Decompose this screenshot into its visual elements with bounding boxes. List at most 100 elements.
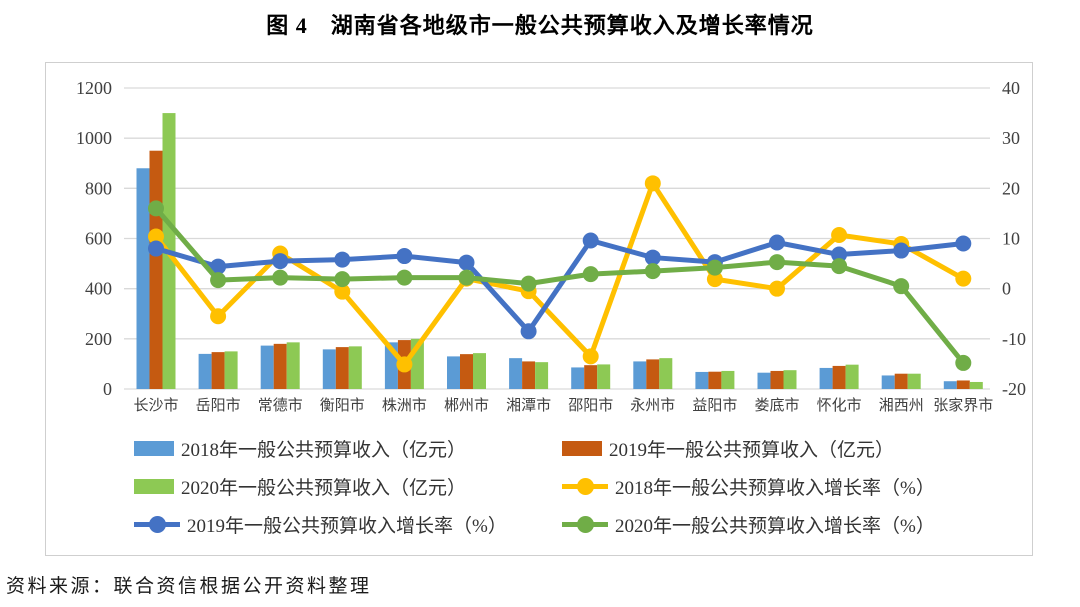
legend-item-gr2019: 2019年一般公共预算收入增长率（%） — [134, 511, 562, 537]
bar-rev2018-12 — [881, 375, 895, 389]
bar-rev2018-6 — [509, 358, 523, 389]
left-axis-tick: 200 — [85, 329, 112, 349]
bar-rev2018-0 — [136, 168, 150, 389]
marker-gr2020-8 — [644, 263, 661, 280]
bar-rev2018-5 — [447, 356, 460, 389]
marker-gr2018-8 — [644, 175, 661, 192]
bar-rev2018-2 — [260, 345, 274, 389]
left-axis-tick: 400 — [85, 279, 112, 299]
bar-rev2020-11 — [845, 364, 859, 389]
right-axis-tick: -20 — [1002, 379, 1026, 399]
marker-gr2020-13 — [955, 354, 972, 371]
left-axis-tick: 1000 — [76, 128, 112, 148]
marker-gr2019-0 — [148, 240, 164, 257]
bar-rev2019-10 — [770, 370, 784, 389]
marker-gr2020-9 — [706, 259, 723, 276]
bar-rev2020-10 — [783, 370, 797, 389]
marker-gr2020-11 — [831, 258, 848, 275]
right-axis-tick: 20 — [1002, 178, 1020, 198]
right-axis-tick: 10 — [1002, 229, 1020, 249]
category-label: 张家界市 — [933, 397, 993, 414]
legend-label: 2020年一般公共预算收入增长率（%） — [615, 515, 935, 537]
marker-gr2018-10 — [769, 280, 785, 297]
bar-rev2019-5 — [460, 354, 473, 389]
legend-line-swatch-icon — [562, 515, 608, 533]
legend-item-gr2018: 2018年一般公共预算收入增长率（%） — [562, 473, 1014, 499]
category-label: 常德市 — [258, 396, 303, 414]
marker-gr2020-3 — [334, 271, 351, 288]
legend-line-swatch-icon — [562, 477, 608, 495]
bar-rev2019-3 — [335, 347, 349, 389]
combo-chart: 0 200 400 600 800 1000 1200 -20 -10 0 10 20 30 40 长沙市 岳… — [76, 78, 1026, 414]
left-axis-tick: 800 — [85, 178, 112, 198]
bar-rev2018-10 — [757, 372, 771, 389]
bar-rev2019-1 — [211, 352, 225, 389]
bar-rev2019-11 — [832, 365, 846, 389]
legend-item-rev2020: 2020年一般公共预算收入（亿元） — [134, 473, 562, 499]
bar-rev2019-8 — [646, 359, 660, 389]
legend-label: 2018年一般公共预算收入（亿元） — [181, 439, 467, 461]
left-axis-tick: 600 — [85, 229, 112, 249]
category-label: 娄底市 — [754, 397, 799, 414]
marker-gr2018-11 — [831, 226, 848, 243]
legend-item-gr2020: 2020年一般公共预算收入增长率（%） — [562, 511, 1014, 537]
bar-rev2020-7 — [597, 364, 611, 389]
right-axis-tick: -10 — [1002, 329, 1026, 349]
marker-gr2019-6 — [520, 323, 537, 340]
marker-gr2018-1 — [210, 308, 227, 325]
category-label: 长沙市 — [133, 397, 178, 414]
bar-rev2020-13 — [969, 381, 983, 389]
marker-gr2018-3 — [334, 283, 351, 300]
bar-rev2019-13 — [956, 380, 970, 389]
legend-item-rev2018: 2018年一般公共预算收入（亿元） — [134, 435, 562, 461]
bar-rev2019-12 — [894, 373, 908, 389]
marker-gr2020-0 — [148, 200, 164, 217]
legend-label: 2019年一般公共预算收入增长率（%） — [187, 515, 507, 537]
marker-gr2019-11 — [831, 246, 848, 263]
page-title: 图 4 湖南省各地级市一般公共预算收入及增长率情况 — [266, 13, 814, 38]
category-label: 株洲市 — [382, 397, 427, 414]
marker-gr2019-2 — [272, 253, 289, 270]
category-label: 湘潭市 — [506, 397, 551, 414]
marker-gr2019-12 — [893, 242, 910, 259]
left-axis-tick: 1200 — [76, 78, 112, 98]
bar-rev2019-9 — [708, 371, 722, 389]
legend-item-rev2019: 2019年一般公共预算收入（亿元） — [562, 435, 1014, 461]
marker-gr2019-13 — [955, 235, 972, 252]
legend-label: 2018年一般公共预算收入增长率（%） — [615, 477, 935, 499]
legend-bar-swatch-icon — [562, 440, 602, 456]
marker-gr2019-8 — [644, 249, 661, 266]
legend-label: 2020年一般公共预算收入（亿元） — [181, 477, 467, 499]
marker-gr2019-3 — [334, 251, 351, 268]
marker-gr2019-10 — [769, 234, 785, 251]
bar-rev2019-6 — [522, 361, 536, 389]
bar-rev2020-3 — [348, 346, 362, 389]
marker-gr2018-4 — [396, 356, 413, 373]
category-label: 岳阳市 — [196, 397, 241, 414]
bar-rev2018-3 — [322, 349, 336, 389]
bar-rev2018-11 — [819, 367, 833, 389]
category-label: 益阳市 — [692, 397, 737, 414]
marker-gr2019-4 — [396, 248, 413, 265]
marker-gr2019-7 — [582, 232, 599, 249]
right-axis-tick: 30 — [1002, 128, 1020, 148]
marker-gr2019-5 — [458, 254, 475, 271]
category-label: 湘西州 — [879, 397, 924, 414]
marker-gr2020-1 — [210, 272, 227, 289]
marker-gr2018-13 — [955, 270, 972, 287]
bar-rev2019-7 — [584, 365, 598, 389]
bar-rev2019-0 — [149, 150, 163, 389]
category-label: 衡阳市 — [320, 397, 365, 414]
right-axis-tick: 0 — [1002, 279, 1011, 299]
bar-rev2018-7 — [571, 367, 585, 389]
category-label: 邵阳市 — [568, 397, 613, 414]
marker-gr2020-12 — [893, 278, 910, 295]
figure-box: 0 200 400 600 800 1000 1200 -20 -10 0 10 20 30 40 长沙市 岳… — [45, 62, 1033, 556]
marker-gr2020-4 — [396, 269, 413, 286]
marker-gr2019-1 — [210, 258, 227, 275]
bar-rev2019-2 — [273, 343, 287, 389]
legend-line-swatch-icon — [134, 515, 180, 533]
marker-gr2020-5 — [458, 269, 475, 286]
line-gr2019 — [153, 238, 966, 334]
legend-bar-swatch-icon — [134, 440, 174, 456]
